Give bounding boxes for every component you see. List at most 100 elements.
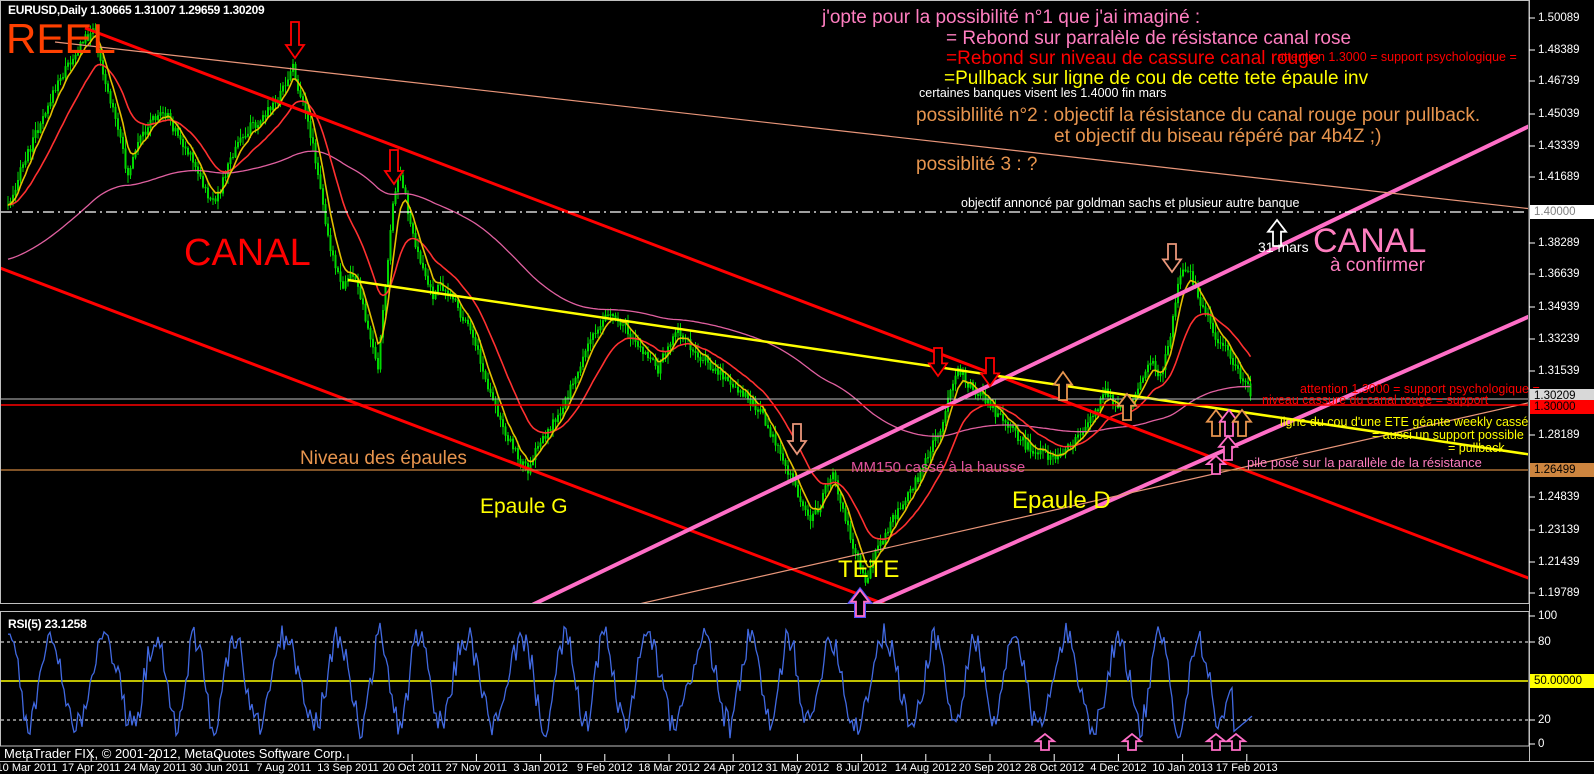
down-arrow-icon arrow-down-2011-peak <box>284 21 306 60</box>
price-axis-label: 1.23139 <box>1538 523 1580 536</box>
annotation-note-pullback-cou: =Pullback sur ligne de cou de cette tete… <box>944 68 1369 89</box>
annotation-tete-label: TETE <box>838 556 900 583</box>
rsi-line <box>8 622 1253 740</box>
annotation-epaule-g-label: Epaule G <box>480 495 568 518</box>
up-arrow-icon arrow-up-31-mars <box>1266 218 1288 247</box>
date-axis-label: 7 Aug 2011 <box>256 762 312 774</box>
annotation-attention-1-3000-bottom: attention 1.3000 = support psychologique… <box>1300 382 1540 396</box>
rsi-plot <box>1 622 1528 740</box>
trendline-salmon-biseau <box>640 402 1528 603</box>
date-axis-label: 10 Mar 2011 <box>0 762 58 774</box>
annotation-canal-rose-label: CANAL <box>1313 222 1427 260</box>
annotation-note-biseau: et objectif du biseau répéré par 4b4Z ;) <box>1054 126 1382 147</box>
down-arrow-icon arrow-down-oct-2011 <box>383 149 405 186</box>
down-arrow-icon arrow-down-sep-2012-a <box>927 347 949 378</box>
trendline-pink-channel-parallel <box>871 314 1528 603</box>
date-axis-label: 10 Jan 2013 <box>1152 762 1213 774</box>
rsi-axis-label: 0 <box>1538 737 1545 750</box>
trendline-red-channel-upper <box>84 26 1528 580</box>
annotation-note-niveau-cassure: niveau cassure du canal rouge = support <box>1262 393 1489 407</box>
date-axis-label: 30 Jun 2011 <box>189 762 250 774</box>
price-level-label-1.40000: 1.40000 <box>1530 205 1594 219</box>
rsi-pane-border <box>0 611 1530 747</box>
rsi-axis-label: 100 <box>1538 609 1558 622</box>
date-axis-label: 24 May 2011 <box>123 762 187 774</box>
price-axis-label: 1.33239 <box>1538 332 1580 345</box>
annotation-note-pile-pose: pile posé sur la parallèle de la résista… <box>1247 455 1482 470</box>
price-axis-label: 1.21439 <box>1538 555 1580 568</box>
price-axis-label: 1.50089 <box>1538 11 1580 24</box>
up-arrow-icon arrow-up-rsi-1 <box>1033 732 1057 751</box>
date-axis-label: 4 Dec 2012 <box>1090 762 1147 774</box>
annotation-note-rebond-rouge: =Rebond sur niveau de cassure canal roug… <box>946 48 1320 69</box>
annotation-note-possibilite-1: j'opte pour la possibilité n°1 que j'ai … <box>822 7 1201 28</box>
annotation-canal-rose-confirmer: à confirmer <box>1330 255 1426 276</box>
date-axis-label: 9 Feb 2012 <box>576 762 633 774</box>
date-axis-label: 14 Aug 2012 <box>894 762 957 774</box>
date-axis-label: 31 May 2012 <box>765 762 830 774</box>
chart-quote: EURUSD,Daily 1.30665 1.31007 1.29659 1.3… <box>8 3 265 17</box>
annotation-note-goldman: objectif annoncé par goldman sachs et pl… <box>961 196 1300 210</box>
main-pane-border <box>0 0 1530 604</box>
annotation-reel-label: REEL <box>6 15 116 62</box>
ma-fast-line <box>7 34 1252 568</box>
up-arrow-icon arrow-up-rsi-2 <box>1120 732 1144 751</box>
annotation-note-possibilite-3: possiblité 3 : ? <box>916 154 1038 175</box>
trendline-red-channel-lower <box>1 266 886 603</box>
annotation-note-pullback-2: = pullback <box>1448 441 1505 455</box>
date-axis-label: 17 Feb 2013 <box>1215 762 1278 774</box>
price-level-label-1.30209: 1.30209 <box>1530 389 1594 403</box>
up-arrow-icon arrow-up-rsi-3 <box>1204 732 1228 751</box>
annotation-note-possibilite-2: possiblilité n°2 : objectif la résistanc… <box>916 105 1481 126</box>
price-level-label-1.30000: 1.30000 <box>1530 400 1594 414</box>
annotation-canal-rouge-label: CANAL <box>184 232 311 274</box>
down-arrow-icon arrow-down-feb-2013 <box>1161 243 1183 274</box>
annotation-attention-1-3000-top: attention 1.3000 = support psychologique… <box>1277 50 1517 64</box>
up-arrow-icon arrow-up-support <box>1217 434 1239 461</box>
up-arrow-icon arrow-up-cluster-3 <box>1231 408 1253 437</box>
ma-mid-line <box>7 63 1252 541</box>
date-axis-label: 24 Apr 2012 <box>703 762 763 774</box>
rsi-level-label-50: 50.00000 <box>1530 674 1594 688</box>
date-axis-label: 3 Jan 2012 <box>513 762 568 774</box>
trendline-salmon-resistance-2011 <box>54 41 1528 210</box>
up-arrow-icon arrow-up-pile <box>1204 454 1228 475</box>
price-axis-label: 1.28189 <box>1538 428 1580 441</box>
annotation-note-aussi-support: = aussi un support possible <box>1372 428 1524 442</box>
annotation-epaule-d-label: Epaule D <box>1012 487 1111 514</box>
up-arrow-icon arrow-up-cluster-1 <box>1205 408 1227 437</box>
annotation-note-ligne-cou: ligne du cou d'une ETE géante weekly cas… <box>1280 415 1529 429</box>
annotation-note-rebond-rose: = Rebond sur parralèle de résistance can… <box>946 28 1352 49</box>
down-arrow-icon arrow-down-sep-2012-b <box>979 357 1001 388</box>
candlestick-series <box>1 23 1528 603</box>
rsi-indicator-label: RSI(5) 23.1258 <box>8 617 87 631</box>
annotation-mm150-label: MM150 cassé à la hausse <box>851 459 1026 476</box>
up-arrow-icon arrow-up-nov-2012-b <box>1116 392 1138 421</box>
price-axis-label: 1.19789 <box>1538 586 1580 599</box>
up-arrow-icon arrow-up-cluster-2 <box>1218 408 1240 437</box>
date-axis-label: 17 Apr 2011 <box>61 762 121 774</box>
price-axis-label: 1.31539 <box>1538 364 1580 377</box>
date-axis-label: 27 Nov 2011 <box>445 762 508 774</box>
rsi-axis-label: 20 <box>1538 713 1551 726</box>
date-axis-label: 20 Sep 2012 <box>958 762 1022 774</box>
down-arrow-icon arrow-down-jul-2012 <box>786 423 808 456</box>
price-axis-label: 1.48389 <box>1538 43 1580 56</box>
price-axis-label: 1.34939 <box>1538 300 1580 313</box>
up-arrow-icon arrow-up-nov-2012-a <box>1052 370 1074 401</box>
annotation-note-banques: certaines banques visent les 1.4000 fin … <box>919 86 1167 100</box>
price-axis-label: 1.36639 <box>1538 267 1580 280</box>
price-axis-label: 1.24839 <box>1538 490 1580 503</box>
up-arrow-icon arrow-up-tete <box>849 588 871 617</box>
price-axis-label: 1.45039 <box>1538 107 1580 120</box>
price-axis-label: 1.43339 <box>1538 139 1580 152</box>
price-axis-label: 1.46739 <box>1538 74 1580 87</box>
annotation-note-31-mars: 31 mars <box>1258 239 1309 255</box>
price-axis-label: 1.38289 <box>1538 236 1580 249</box>
trendline-pink-channel-main <box>531 124 1528 603</box>
date-axis-label: 18 Mar 2012 <box>638 762 700 774</box>
copyright-text: MetaTrader FIX, © 2001-2012, MetaQuotes … <box>4 746 346 761</box>
date-axis-label: 8 Jul 2012 <box>836 762 887 774</box>
